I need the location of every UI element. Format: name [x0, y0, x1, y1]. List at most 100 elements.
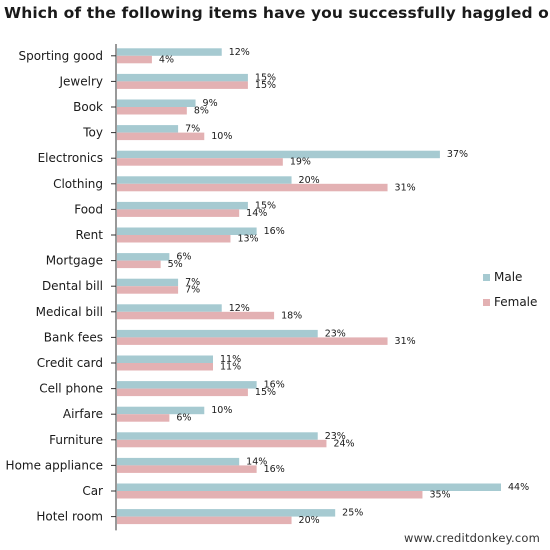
data-label-male-sporting-good: 12%: [229, 47, 250, 58]
bar-male-airfare: [117, 406, 205, 415]
category-label-furniture: Furniture: [49, 433, 103, 447]
bar-male-medical-bill: [117, 304, 222, 312]
data-label-female-medical-bill: 18%: [281, 310, 302, 321]
data-label-male-medical-bill: 12%: [229, 303, 250, 314]
category-label-credit-card: Credit card: [37, 356, 103, 370]
data-label-female-credit-card: 11%: [220, 362, 241, 373]
data-label-male-airfare: 10%: [211, 405, 232, 416]
category-label-hotel-room: Hotel room: [36, 510, 103, 524]
data-label-male-clothing: 20%: [299, 175, 320, 186]
data-label-male-toy: 7%: [185, 124, 200, 135]
data-label-female-clothing: 31%: [395, 182, 416, 193]
category-label-airfare: Airfare: [63, 407, 103, 421]
data-label-male-furniture: 23%: [325, 431, 346, 442]
data-label-male-rent: 16%: [264, 226, 285, 237]
data-label-female-cell-phone: 15%: [255, 387, 276, 398]
category-label-electronics: Electronics: [38, 151, 103, 165]
bar-female-jewelry: [117, 81, 248, 89]
bar-male-bank-fees: [117, 329, 318, 338]
data-label-female-home-appliance: 16%: [264, 464, 285, 475]
legend-item-female: Female: [483, 295, 537, 309]
data-label-male-home-appliance: 14%: [246, 456, 267, 467]
category-label-dental-bill: Dental bill: [42, 279, 103, 293]
bar-male-book: [117, 99, 196, 107]
data-label-male-dental-bill: 7%: [185, 277, 200, 288]
bar-male-jewelry: [117, 73, 248, 82]
bar-female-medical-bill: [117, 311, 275, 320]
legend-label-male: Male: [494, 270, 523, 284]
data-label-female-airfare: 6%: [176, 413, 191, 424]
category-label-rent: Rent: [76, 228, 104, 242]
bar-female-home-appliance: [117, 465, 257, 473]
data-label-female-bank-fees: 31%: [395, 336, 416, 347]
legend-label-female: Female: [494, 295, 538, 309]
data-label-female-sporting-good: 4%: [159, 54, 174, 65]
bar-male-car: [117, 483, 501, 491]
bar-male-dental-bill: [117, 278, 179, 287]
data-label-female-mortgage: 5%: [168, 259, 183, 270]
bar-male-home-appliance: [117, 457, 240, 466]
bar-male-rent: [117, 227, 257, 235]
bar-male-mortgage: [117, 253, 170, 261]
data-label-female-jewelry: 15%: [255, 80, 276, 91]
bar-female-rent: [117, 235, 231, 243]
data-label-female-car: 35%: [429, 490, 450, 501]
data-label-male-mortgage: 6%: [176, 252, 191, 263]
category-label-sporting-good: Sporting good: [18, 49, 103, 63]
bar-male-toy: [117, 125, 179, 133]
bar-female-hotel-room: [117, 516, 292, 525]
legend-item-male: Male: [483, 270, 522, 284]
bar-male-clothing: [117, 176, 292, 184]
data-label-female-food: 14%: [246, 208, 267, 219]
data-label-male-jewelry: 15%: [255, 72, 276, 83]
data-label-female-book: 8%: [194, 106, 209, 117]
data-label-male-hotel-room: 25%: [342, 508, 363, 519]
data-label-female-toy: 10%: [211, 131, 232, 142]
bar-male-sporting-good: [117, 48, 222, 56]
bar-female-credit-card: [117, 363, 213, 371]
bar-female-car: [117, 491, 423, 499]
data-label-female-dental-bill: 7%: [185, 285, 200, 296]
data-label-female-furniture: 24%: [333, 438, 354, 449]
category-label-bank-fees: Bank fees: [44, 330, 103, 344]
bar-female-bank-fees: [117, 337, 388, 345]
bar-female-book: [117, 107, 187, 115]
category-label-cell-phone: Cell phone: [39, 382, 103, 396]
bar-female-dental-bill: [117, 286, 179, 294]
bar-male-furniture: [117, 432, 318, 440]
data-label-female-rent: 13%: [237, 234, 258, 245]
category-label-food: Food: [74, 202, 103, 216]
data-label-male-credit-card: 11%: [220, 354, 241, 365]
category-label-toy: Toy: [82, 126, 103, 140]
bar-female-clothing: [117, 183, 388, 192]
source-watermark: www.creditdonkey.com: [403, 531, 540, 545]
bar-male-cell-phone: [117, 381, 257, 389]
bar-female-airfare: [117, 414, 170, 422]
data-label-female-hotel-room: 20%: [299, 515, 320, 526]
data-label-male-car: 44%: [508, 482, 529, 493]
data-label-female-electronics: 19%: [290, 157, 311, 168]
bar-female-mortgage: [117, 260, 161, 269]
category-label-clothing: Clothing: [53, 177, 103, 191]
category-label-home-appliance: Home appliance: [6, 458, 103, 472]
category-label-mortgage: Mortgage: [46, 254, 103, 268]
chart-title: Which of the following items have you su…: [4, 4, 550, 22]
bar-female-toy: [117, 132, 205, 141]
bar-female-sporting-good: [117, 55, 152, 64]
data-label-male-electronics: 37%: [447, 149, 468, 160]
data-label-male-cell-phone: 16%: [264, 380, 285, 391]
bar-male-food: [117, 201, 248, 210]
bar-female-food: [117, 209, 240, 217]
legend-swatch-female: [483, 299, 490, 306]
bar-male-electronics: [117, 150, 440, 159]
data-label-male-book: 9%: [203, 98, 218, 109]
data-label-male-food: 15%: [255, 200, 276, 211]
bar-female-cell-phone: [117, 388, 248, 397]
category-label-book: Book: [73, 100, 103, 114]
data-label-male-bank-fees: 23%: [325, 328, 346, 339]
category-label-jewelry: Jewelry: [59, 74, 104, 88]
bar-female-electronics: [117, 158, 283, 166]
category-label-car: Car: [82, 484, 103, 498]
bar-male-credit-card: [117, 355, 213, 363]
